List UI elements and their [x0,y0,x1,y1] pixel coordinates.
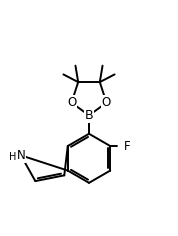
Text: B: B [85,109,93,122]
Text: O: O [67,96,76,109]
Text: N: N [17,149,25,162]
Text: F: F [124,139,130,152]
Text: H: H [9,152,16,162]
Text: O: O [102,96,111,109]
